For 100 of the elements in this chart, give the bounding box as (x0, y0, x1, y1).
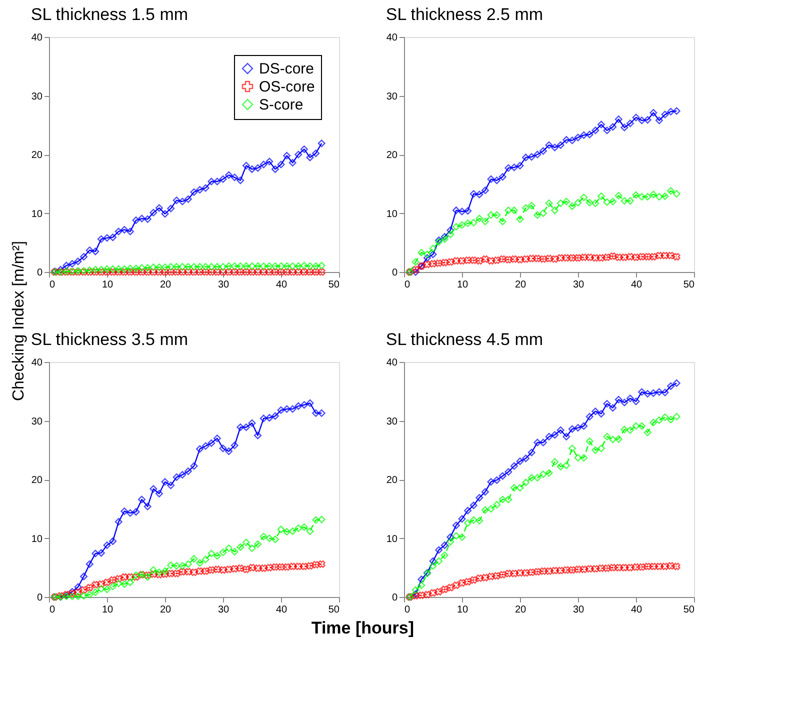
point (236, 176, 244, 184)
point (167, 482, 175, 490)
y-tick-label: 40 (31, 32, 43, 44)
point (446, 230, 454, 238)
point (655, 193, 663, 201)
point (225, 544, 233, 552)
point (644, 193, 652, 201)
point (458, 208, 466, 216)
point (458, 579, 466, 587)
point (539, 147, 547, 155)
point (476, 494, 484, 502)
point (510, 484, 518, 492)
point (155, 264, 163, 272)
point (568, 444, 576, 452)
point (516, 458, 524, 466)
point (230, 268, 238, 276)
point (440, 586, 448, 594)
point (510, 462, 518, 470)
point (528, 568, 536, 576)
point (219, 268, 227, 276)
y-tick-label: 20 (31, 150, 43, 161)
point (92, 550, 100, 558)
point (452, 223, 460, 231)
point (655, 416, 663, 424)
point (504, 164, 512, 172)
point (225, 262, 233, 270)
point (534, 438, 542, 446)
point (306, 562, 314, 570)
point (74, 258, 82, 266)
point (277, 160, 285, 168)
point (271, 563, 279, 571)
point (545, 469, 553, 477)
point (603, 198, 611, 206)
point (534, 211, 542, 219)
point (504, 206, 512, 214)
point (213, 268, 221, 276)
point (481, 218, 489, 226)
point (254, 564, 262, 572)
point (172, 268, 180, 276)
point (288, 262, 296, 270)
point (103, 265, 111, 273)
y-tick-label: 20 (386, 150, 398, 161)
point (294, 150, 302, 158)
point (626, 564, 634, 572)
point (638, 422, 646, 430)
point (271, 268, 279, 276)
x-tick-label: 0 (50, 604, 56, 616)
point (202, 184, 210, 192)
point (236, 268, 244, 276)
point (638, 388, 646, 396)
point (522, 154, 530, 162)
point (213, 566, 221, 574)
point (271, 536, 279, 544)
point (213, 434, 221, 442)
point (300, 268, 308, 276)
point (551, 458, 559, 466)
point (306, 262, 314, 270)
point (667, 416, 675, 424)
point (196, 567, 204, 575)
point (464, 219, 472, 227)
point (266, 262, 274, 270)
point (626, 197, 634, 205)
point (534, 150, 542, 158)
point (120, 226, 128, 234)
point (429, 250, 437, 258)
point (126, 578, 134, 586)
point (283, 405, 291, 413)
point (672, 107, 680, 115)
point (161, 264, 169, 272)
point (644, 562, 652, 570)
point (254, 432, 262, 440)
point (574, 454, 582, 462)
x-tick-label: 30 (218, 280, 230, 290)
point (446, 538, 454, 546)
y-tick-label: 0 (36, 592, 43, 604)
point (493, 176, 501, 184)
point (539, 209, 547, 218)
point (609, 564, 617, 572)
point (487, 257, 495, 265)
point (312, 560, 320, 568)
point (498, 218, 506, 226)
point (167, 204, 175, 212)
point (80, 252, 88, 260)
point (172, 570, 180, 578)
point (97, 585, 105, 593)
point (260, 160, 268, 168)
point (661, 110, 669, 118)
x-tick-label: 40 (630, 280, 642, 290)
point (260, 262, 268, 270)
point (230, 565, 238, 573)
x-tick-label: 50 (683, 280, 695, 290)
point (586, 438, 594, 446)
point (632, 254, 640, 262)
point (498, 472, 506, 480)
point (230, 548, 238, 556)
point (213, 178, 221, 186)
point (516, 256, 524, 264)
point (196, 445, 204, 453)
point (300, 523, 308, 531)
point (626, 426, 634, 434)
